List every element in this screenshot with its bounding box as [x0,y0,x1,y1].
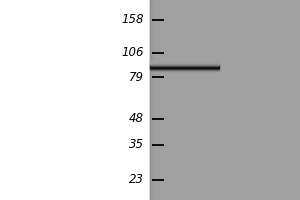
Bar [150,0,155,200]
Bar [150,0,155,200]
Text: 35: 35 [129,138,144,151]
Bar [152,0,157,200]
Bar [150,0,154,200]
Text: 106: 106 [122,46,144,59]
Bar [153,0,157,200]
Bar [153,0,158,200]
Bar [152,0,156,200]
Text: 79: 79 [129,71,144,84]
Bar [152,0,156,200]
Bar [151,0,155,200]
Bar [154,0,159,200]
Text: 48: 48 [129,112,144,125]
Text: 23: 23 [129,173,144,186]
Bar [154,0,158,200]
Bar [152,0,157,200]
Bar [151,0,156,200]
Bar [153,0,158,200]
Bar [154,0,158,200]
Text: 158: 158 [122,13,144,26]
Bar [150,0,300,200]
Bar [152,0,157,200]
Bar [153,0,158,200]
Bar [152,0,156,200]
Bar [154,0,158,200]
Bar [151,0,155,200]
